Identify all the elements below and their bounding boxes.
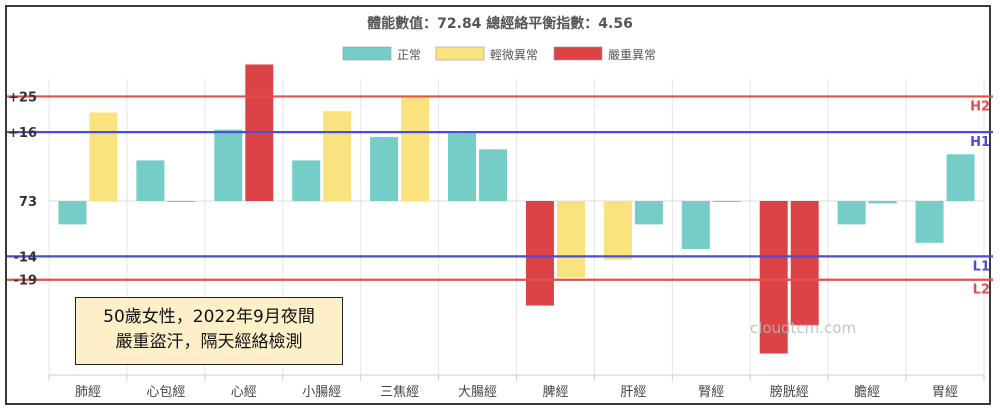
bar-10-left <box>837 201 866 225</box>
bar-4-right <box>401 97 430 201</box>
y-tick-label-4: -19 <box>14 274 38 289</box>
bar-6-right <box>556 201 585 278</box>
bar-2-left <box>214 129 243 201</box>
bar-8-right <box>712 201 741 202</box>
reference-label-h2: H2 <box>970 99 990 114</box>
bar-5-right <box>479 149 508 201</box>
x-tick-label-0: 肺經 <box>75 385 101 400</box>
bar-4-left <box>370 137 399 201</box>
bar-1-right <box>167 201 196 202</box>
annotation-line-1: 50歲女性，2022年9月夜間 <box>103 307 315 327</box>
legend-swatch-2 <box>553 46 603 61</box>
x-tick-label-1: 心包經 <box>146 385 185 400</box>
bar-3-left <box>292 160 321 201</box>
bar-7-left <box>603 201 632 261</box>
meridian-bar-chart: 體能數值：72.84 總經絡平衡指數：4.56 正常 輕微異常 嚴重異常 H2 H1 L1 L… <box>7 15 993 400</box>
x-tick-label-2: 心經 <box>231 385 257 400</box>
legend-label-2: 嚴重異常 <box>608 48 656 62</box>
bar-9-left <box>759 201 788 354</box>
legend-label-1: 輕微異常 <box>490 48 538 62</box>
reference-label-l2: L2 <box>973 283 990 298</box>
x-tick-label-3: 小腸經 <box>302 385 341 400</box>
legend-swatch-1 <box>435 46 485 61</box>
x-tick-label-4: 三焦經 <box>380 385 419 400</box>
legend-label-0: 正常 <box>397 48 421 62</box>
bar-11-right <box>946 154 975 201</box>
x-tick-label-7: 肝經 <box>620 385 646 400</box>
annotation-line-2: 嚴重盜汗，隔天經絡檢測 <box>115 332 303 352</box>
bar-8-left <box>681 201 710 249</box>
bar-0-left <box>58 201 87 225</box>
x-tick-label-8: 腎經 <box>698 385 724 400</box>
watermark: cloudtcm.com <box>750 319 856 337</box>
bar-7-right <box>634 201 663 225</box>
bar-5-left <box>448 133 477 201</box>
x-tick-label-11: 胃經 <box>932 385 958 400</box>
bar-10-right <box>868 201 897 204</box>
y-tick-label-3: -14 <box>14 250 38 265</box>
bar-3-right <box>323 111 352 201</box>
y-tick-label-2: 73 <box>19 195 37 210</box>
chart-frame: 體能數值：72.84 總經絡平衡指數：4.56 正常 輕微異常 嚴重異常 H2 H1 L1 L… <box>5 5 993 405</box>
x-tick-label-6: 脾經 <box>542 385 568 400</box>
x-tick-label-5: 大腸經 <box>458 385 497 400</box>
y-tick-label-0: +25 <box>8 90 37 105</box>
reference-label-h1: H1 <box>970 135 990 150</box>
bar-1-left <box>136 160 165 201</box>
bar-0-right <box>89 112 118 201</box>
bar-6-left <box>525 201 554 306</box>
bar-9-right <box>790 201 819 326</box>
x-tick-label-10: 膽經 <box>854 385 880 400</box>
chart-title: 體能數值：72.84 總經絡平衡指數：4.56 <box>367 15 633 32</box>
x-tick-label-9: 膀胱經 <box>770 384 809 400</box>
bar-11-left <box>915 201 944 243</box>
reference-label-l1: L1 <box>973 259 990 274</box>
annotation-box: 50歲女性，2022年9月夜間 嚴重盜汗，隔天經絡檢測 <box>75 297 343 365</box>
y-tick-label-1: +16 <box>8 126 37 141</box>
legend-swatch-0 <box>342 46 392 61</box>
